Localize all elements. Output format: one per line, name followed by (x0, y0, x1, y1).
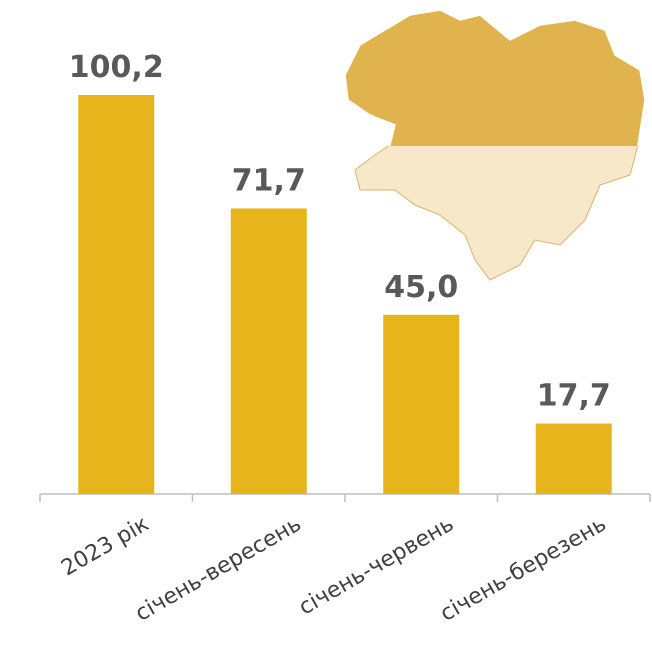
x-tick-label: 2023 рік (57, 512, 153, 582)
bar (535, 423, 612, 494)
bar (230, 208, 307, 494)
value-label: 100,2 (69, 50, 164, 85)
value-label: 45,0 (384, 270, 458, 305)
value-label: 71,7 (232, 163, 306, 198)
map-decoration (344, 9, 646, 281)
bar (383, 314, 460, 494)
x-tick-label: січень-березень (436, 512, 611, 627)
x-tick-label: січень-вересень (131, 512, 305, 627)
value-label: 17,7 (537, 379, 611, 414)
bar (78, 95, 155, 494)
x-tick-label: січень-червень (295, 512, 459, 621)
